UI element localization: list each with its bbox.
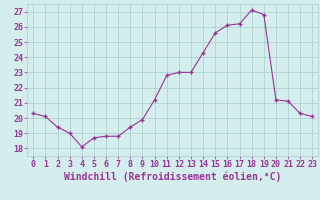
X-axis label: Windchill (Refroidissement éolien,°C): Windchill (Refroidissement éolien,°C) <box>64 172 282 182</box>
